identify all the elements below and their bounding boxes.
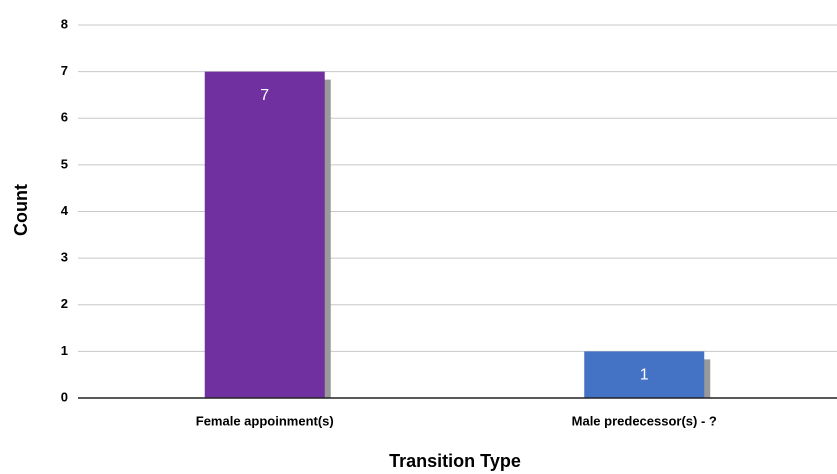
y-tick-label: 2 (61, 296, 68, 311)
data-label: 7 (260, 87, 269, 104)
x-tick-label: Male predecessor(s) - ? (572, 413, 717, 428)
bar (204, 71, 325, 398)
y-tick-label: 8 (61, 16, 68, 31)
data-label: 1 (640, 367, 649, 384)
bar (584, 351, 705, 398)
y-axis-title: Count (11, 184, 31, 236)
y-tick-label: 3 (61, 250, 68, 265)
y-tick-label: 1 (61, 343, 68, 358)
y-tick-label: 6 (61, 110, 68, 125)
x-axis-title: Transition Type (389, 451, 521, 471)
x-tick-label: Female appoinment(s) (196, 413, 334, 428)
y-tick-label: 5 (61, 156, 68, 171)
y-tick-label: 4 (61, 203, 69, 218)
y-tick-label: 0 (61, 389, 68, 404)
y-tick-label: 7 (61, 63, 68, 78)
